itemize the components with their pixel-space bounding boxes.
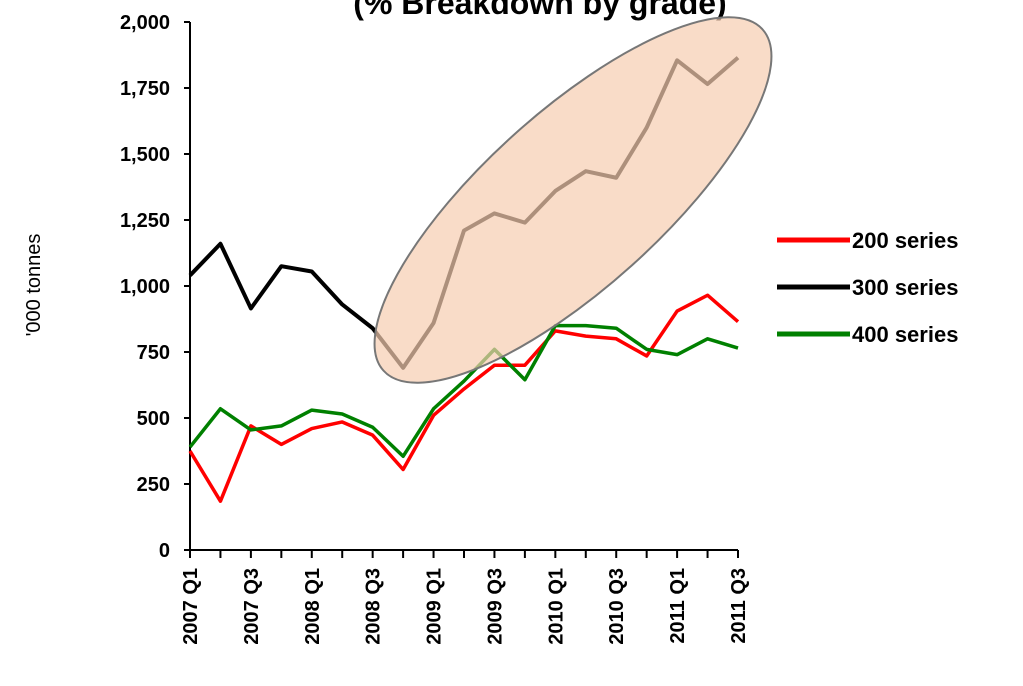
x-tick-label: 2011 Q3 <box>728 568 750 644</box>
x-tick-label: 2009 Q1 <box>424 568 446 645</box>
x-tick-label: 2010 Q3 <box>606 568 628 645</box>
x-tick-label: 2007 Q1 <box>180 568 202 645</box>
chart-title: (% Breakdown by grade) <box>353 0 726 21</box>
y-tick-label: 1,500 <box>120 144 170 166</box>
y-tick-label: 0 <box>159 540 170 562</box>
highlight-ellipse <box>373 16 773 384</box>
y-tick-label: 1,250 <box>120 210 170 232</box>
y-tick-label: 2,000 <box>120 12 170 34</box>
series-line <box>188 323 739 459</box>
y-tick-label: 1,000 <box>120 276 170 298</box>
series-line <box>188 293 740 503</box>
y-tick-label: 500 <box>137 408 170 430</box>
legend-label: 300 series <box>852 275 958 300</box>
y-tick-label: 750 <box>137 342 170 364</box>
y-axis-label: '000 tonnes <box>23 234 45 337</box>
plot: 0 250 500 750 1,000 1,250 1,500 1,750 2,000 2007 … <box>120 12 750 645</box>
x-tick-label: 2009 Q3 <box>484 568 506 645</box>
legend-label: 200 series <box>852 228 958 253</box>
x-tick-label: 2011 Q1 <box>667 568 689 644</box>
x-tick-label: 2007 Q3 <box>241 568 263 645</box>
legend-label: 400 series <box>852 322 958 347</box>
legend: 200 series 300 series 400 series <box>777 228 958 347</box>
x-tick-label: 2008 Q3 <box>363 568 385 645</box>
y-tick-label: 1,750 <box>120 78 170 100</box>
x-tick-label: 2008 Q1 <box>302 568 324 645</box>
x-tick-label: 2010 Q1 <box>545 568 567 645</box>
y-tick-label: 250 <box>137 474 170 496</box>
